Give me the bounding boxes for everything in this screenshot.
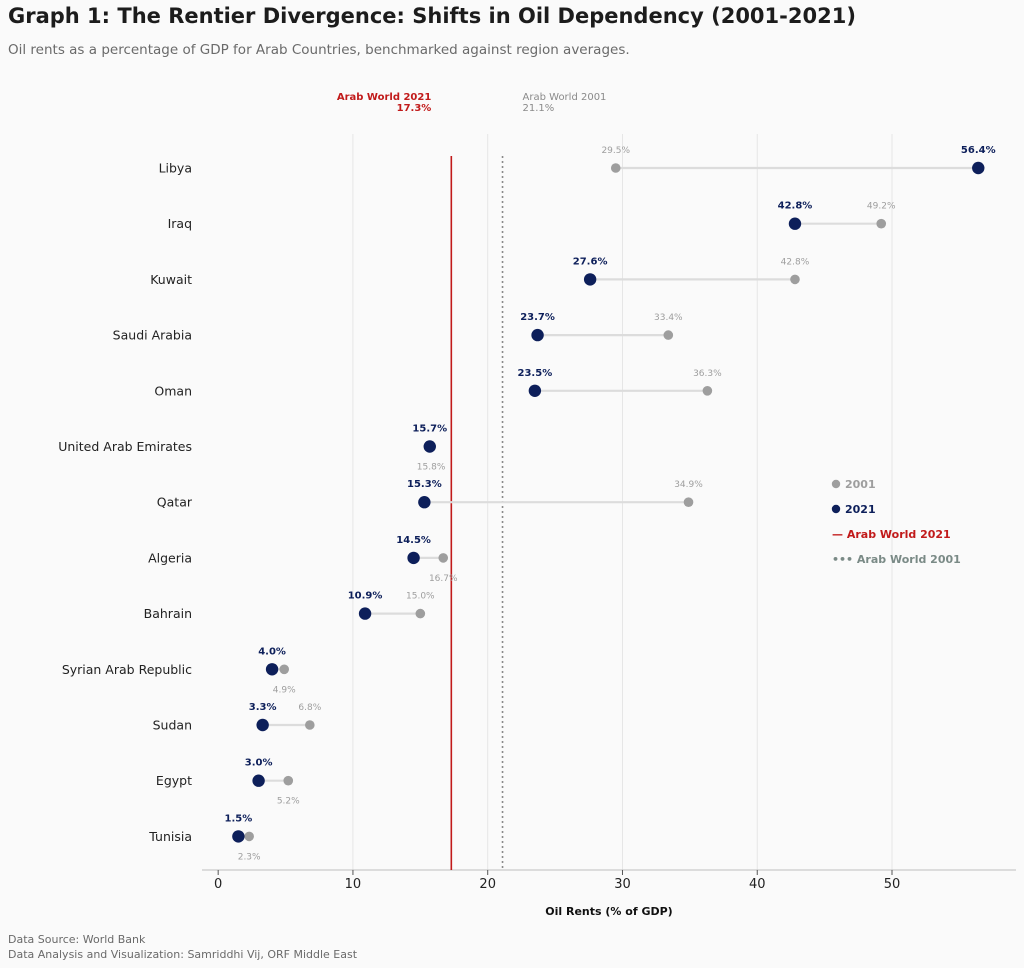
value-label-2021: 23.7% (520, 312, 555, 323)
legend-label-2021: 2021 (845, 503, 876, 516)
value-label-2001: 16.7% (429, 574, 458, 584)
x-tick-label-40: 40 (749, 877, 766, 892)
x-tick-label-0: 0 (214, 877, 222, 892)
value-label-2001: 4.9% (273, 685, 296, 695)
point-2021 (418, 496, 431, 509)
value-label-2021: 15.3% (407, 479, 442, 490)
legend-marker-2021 (831, 504, 841, 514)
value-label-2021: 1.5% (225, 813, 253, 824)
point-2001 (438, 553, 449, 563)
point-2001 (279, 664, 290, 675)
arab-world-2001-label: Arab World 2001 (523, 92, 607, 103)
category-label: Bahrain (144, 606, 192, 621)
chart-subtitle: Oil rents as a percentage of GDP for Ara… (8, 42, 630, 58)
point-2021 (788, 217, 802, 230)
point-2021 (265, 663, 279, 676)
point-2001 (790, 274, 800, 285)
point-2001 (305, 720, 315, 730)
category-label: Saudi Arabia (113, 328, 192, 343)
value-label-2001: 36.3% (693, 369, 722, 379)
point-2021 (531, 328, 544, 342)
value-label-2021: 3.0% (245, 758, 273, 769)
point-2001 (415, 608, 426, 619)
value-label-2021: 23.5% (518, 368, 553, 379)
value-label-2001: 33.4% (654, 313, 683, 323)
value-label-2001: 5.2% (277, 797, 300, 807)
point-2001 (876, 218, 887, 229)
x-tick-label-20: 20 (479, 877, 496, 892)
arab-world-2021-label: Arab World 2021 (337, 92, 431, 103)
value-label-2021: 4.0% (258, 646, 286, 657)
value-label-2001: 15.0% (406, 592, 435, 602)
arab-world-2021-value: 17.3% (397, 103, 432, 114)
value-label-2001: 15.8% (417, 463, 446, 473)
point-2021 (252, 774, 265, 787)
value-label-2001: 6.8% (298, 703, 321, 713)
point-2001 (610, 163, 621, 173)
value-label-2021: 56.4% (961, 145, 996, 156)
value-label-2001: 49.2% (867, 202, 896, 212)
point-2021 (423, 440, 436, 453)
chart-title: Graph 1: The Rentier Divergence: Shifts … (8, 4, 856, 28)
legend-arab-world-2001: ••• Arab World 2001 (832, 553, 961, 566)
category-label: Sudan (153, 718, 192, 733)
category-label: Libya (159, 161, 192, 176)
x-tick-label-50: 50 (884, 877, 901, 892)
x-axis-label: Oil Rents (% of GDP) (545, 905, 672, 918)
x-tick-label-30: 30 (614, 877, 631, 892)
legend-label-2001: 2001 (845, 478, 876, 491)
value-label-2001: 2.3% (238, 852, 261, 862)
analysis-credit: Data Analysis and Visualization: Samridd… (8, 948, 358, 961)
category-label: Egypt (156, 773, 192, 788)
point-2001 (683, 497, 694, 508)
x-tick-label-10: 10 (345, 877, 362, 892)
value-label-2021: 14.5% (396, 535, 431, 546)
category-label: United Arab Emirates (58, 439, 192, 454)
point-2001 (244, 831, 254, 842)
point-2021 (407, 551, 420, 565)
value-label-2001: 29.5% (601, 146, 630, 156)
category-label: Iraq (168, 216, 192, 231)
value-label-2021: 27.6% (573, 256, 608, 267)
category-label: Kuwait (150, 272, 192, 287)
point-2021 (972, 161, 985, 175)
category-label: Algeria (148, 550, 192, 565)
point-2001 (702, 386, 713, 396)
point-2001 (663, 330, 674, 340)
point-2001 (283, 775, 294, 786)
point-2021 (232, 830, 245, 843)
value-label-2021: 42.8% (778, 201, 813, 212)
point-2021 (583, 273, 597, 286)
category-label: Qatar (157, 495, 193, 510)
point-2021 (256, 718, 269, 732)
arab-world-2001-value: 21.1% (523, 103, 555, 114)
point-2021 (358, 607, 372, 620)
value-label-2021: 10.9% (348, 591, 383, 602)
data-source: Data Source: World Bank (8, 933, 146, 946)
category-label: Tunisia (148, 829, 192, 844)
legend-marker-2001 (831, 479, 841, 489)
point-2021 (528, 384, 542, 397)
value-label-2001: 42.8% (781, 257, 810, 267)
value-label-2001: 34.9% (674, 480, 703, 490)
category-label: Syrian Arab Republic (62, 662, 192, 677)
legend-arab-world-2021: — Arab World 2021 (832, 528, 951, 541)
category-label: Oman (154, 383, 192, 398)
value-label-2021: 15.7% (412, 424, 447, 435)
value-label-2021: 3.3% (249, 702, 277, 713)
